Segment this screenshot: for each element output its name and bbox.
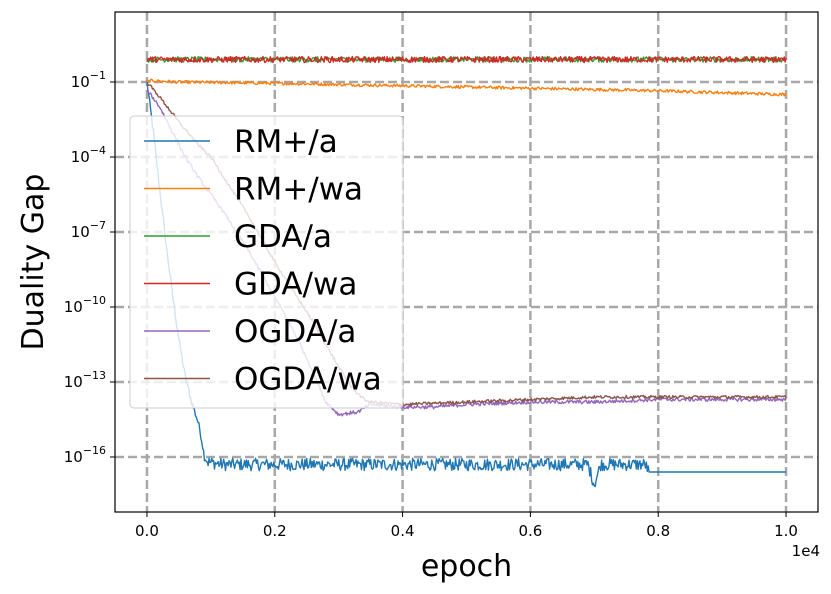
x-tick-label: 1.0 [774,522,798,540]
y-tick-base: 10 [64,373,83,391]
x-tick-label: 0.4 [391,522,415,540]
y-tick-base: 10 [64,448,83,466]
y-tick-exponent: −13 [83,369,106,382]
y-tick-label: 10−1 [71,69,106,91]
y-tick-label: 10−4 [71,144,106,166]
y-tick-base: 10 [64,298,83,316]
y-tick-exponent: −1 [90,69,106,82]
y-axis-label: Duality Gap [16,174,51,351]
x-axis-label: epoch [421,549,512,584]
y-tick-exponent: −7 [90,219,106,232]
legend-label-1: RM+/wa [234,172,363,208]
x-tick-label: 0.2 [263,522,287,540]
x-axis-offset-label: 1e4 [792,542,820,560]
y-tick-base: 10 [71,73,90,91]
series-line-0 [146,80,787,488]
x-tick-label: 0.8 [646,522,670,540]
legend-label-3: GDA/wa [234,267,357,303]
y-tick-exponent: −4 [90,144,106,157]
y-tick-label: 10−7 [71,219,106,241]
y-tick-base: 10 [71,223,90,241]
y-tick-exponent: −10 [83,294,106,307]
legend-label-4: OGDA/a [234,314,356,350]
y-tick-label: 10−10 [64,294,106,316]
axis-ticks: 0.0 0.2 0.4 0.6 0.8 1.010−110−410−710−1010−13… [64,69,798,540]
legend-label-0: RM+/a [234,124,338,160]
series-line-1 [146,78,787,97]
x-tick-label: 0.0 [135,522,159,540]
plot-frame [114,11,819,513]
series-line-3 [146,55,787,64]
y-tick-label: 10−16 [64,444,106,466]
legend-label-5: OGDA/wa [234,362,382,398]
legend: RM+/a RM+/wa GDA/a GDA/wa OGDA/a OGDA/wa [129,115,404,409]
legend-label-2: GDA/a [234,219,332,255]
x-tick-label: 0.6 [518,522,542,540]
y-tick-label: 10−13 [64,369,106,391]
y-tick-exponent: −16 [83,444,106,457]
y-tick-base: 10 [71,148,90,166]
